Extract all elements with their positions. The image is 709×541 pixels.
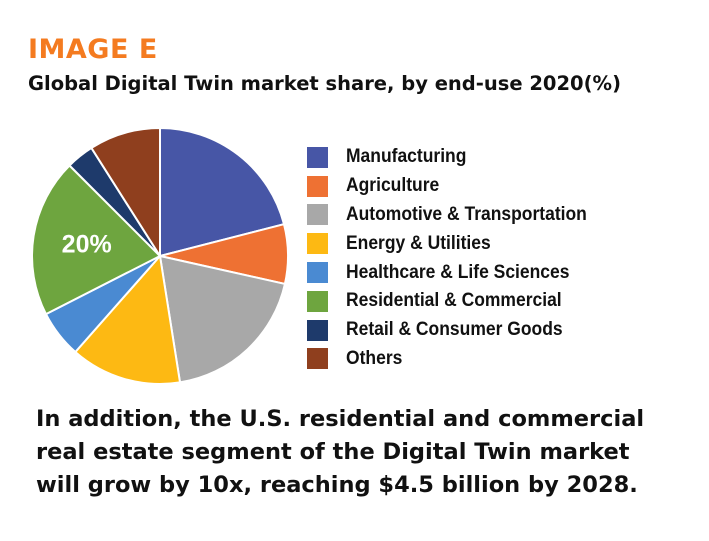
legend-swatch: [307, 146, 328, 168]
legend-swatch: [307, 290, 328, 312]
pie-slice-manufacturing: [159, 127, 285, 257]
image-label: IMAGE E: [28, 34, 158, 65]
legend-item: Automotive & Transportation: [307, 201, 608, 230]
legend-item: Agriculture: [307, 172, 608, 201]
pie-slice-others: [90, 127, 161, 257]
legend-item: Others: [307, 345, 608, 374]
legend-swatch: [307, 175, 328, 197]
legend-label: Healthcare & Life Sciences: [346, 261, 570, 283]
legend-label: Agriculture: [346, 175, 440, 197]
legend-swatch: [307, 262, 328, 284]
legend-swatch: [307, 319, 328, 341]
footnote-line: real estate segment of the Digital Twin …: [36, 439, 630, 465]
legend-item: Residential & Commercial: [307, 287, 608, 316]
slice-data-label: 20%: [62, 230, 112, 258]
legend-label: Automotive & Transportation: [346, 203, 587, 225]
footnote-line: In addition, the U.S. residential and co…: [36, 406, 645, 432]
legend-label: Retail & Consumer Goods: [346, 319, 563, 341]
pie-slice-energy-utilities: [74, 255, 182, 385]
legend-item: Manufacturing: [307, 143, 608, 172]
chart-title: Global Digital Twin market share, by end…: [28, 72, 621, 95]
legend-label: Energy & Utilities: [346, 232, 491, 254]
legend-item: Healthcare & Life Sciences: [307, 258, 608, 287]
legend-swatch: [307, 348, 328, 370]
legend-item: Energy & Utilities: [307, 229, 608, 258]
legend-item: Retail & Consumer Goods: [307, 316, 608, 345]
legend-label: Others: [346, 347, 403, 369]
chart-legend: Manufacturing Agriculture Automotive & T…: [307, 143, 608, 373]
pie-slice-residential-commercial: [31, 164, 161, 316]
legend-swatch: [307, 233, 328, 255]
legend-label: Manufacturing: [346, 146, 467, 168]
legend-swatch: [307, 204, 328, 226]
pie-slice-automotive-transportation: [159, 255, 286, 384]
legend-label: Residential & Commercial: [346, 290, 562, 312]
footnote-line: will grow by 10x, reaching $4.5 billion …: [36, 472, 638, 498]
footnote-text: In addition, the U.S. residential and co…: [36, 403, 696, 502]
